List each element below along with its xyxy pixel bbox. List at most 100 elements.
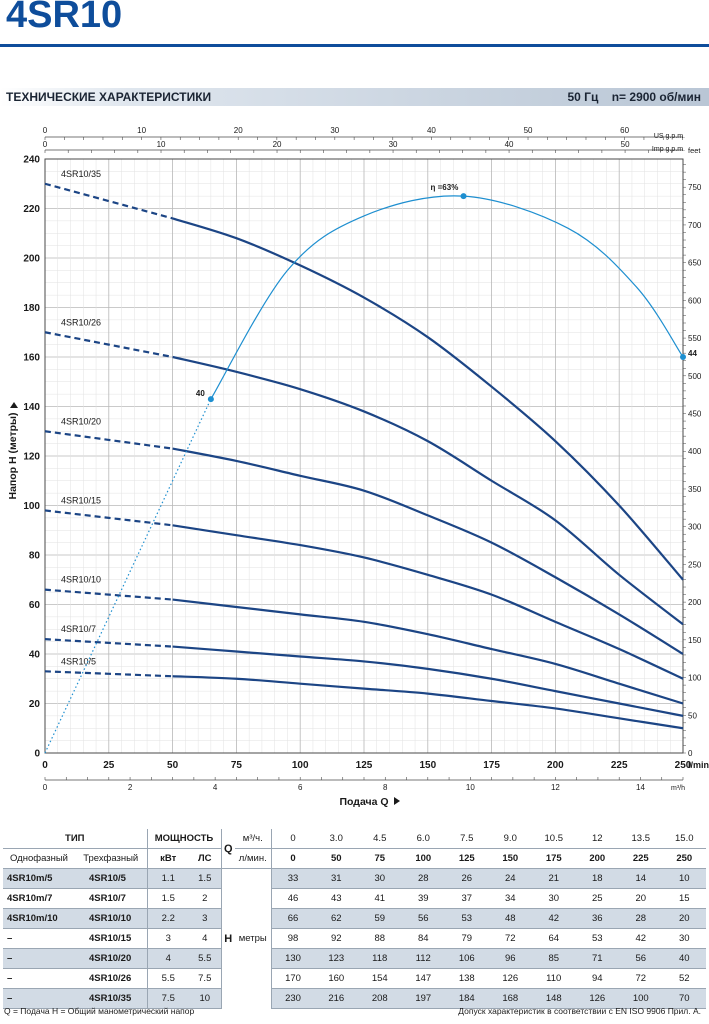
curve-dashed-segment — [44, 430, 173, 450]
x-tick-label: 250 — [675, 760, 692, 771]
head-value: 94 — [575, 968, 619, 989]
right-tick-label: 150 — [688, 636, 702, 645]
h-unit: метры — [235, 928, 272, 949]
curve-label: 4SR10/15 — [61, 495, 101, 505]
power-hp: 4 — [189, 928, 222, 949]
q-unit-lmin: л/мин. — [235, 848, 272, 869]
right-tick-label: 450 — [688, 410, 702, 419]
head-value: 28 — [401, 868, 445, 889]
spec-frequency: 50 Гц — [567, 90, 599, 104]
type-header: ТИП — [3, 829, 148, 849]
y-tick-label: 80 — [29, 551, 41, 562]
h-spacer — [221, 889, 235, 909]
top1-tick-label: 10 — [137, 126, 146, 135]
x-axis-arrow — [394, 797, 400, 805]
head-value: 40 — [662, 948, 706, 969]
x-tick-label: 125 — [356, 760, 373, 771]
curve-line — [172, 217, 684, 581]
head-value: 31 — [314, 868, 358, 889]
three-phase-header: Трехфазный — [75, 848, 148, 869]
head-value: 42 — [619, 928, 663, 949]
curve-dashed-segment — [44, 670, 173, 678]
table-row: 4SR10m/7 4SR10/7 1.5 2 46 43 41 39 37 34 30 25 20 15 — [3, 888, 706, 909]
top2-tick-label: 0 — [43, 140, 48, 149]
head-value: 43 — [314, 888, 358, 909]
head-value: 92 — [314, 928, 358, 949]
head-value: 25 — [575, 888, 619, 909]
head-value: 20 — [662, 908, 706, 929]
y-axis-arrow — [10, 402, 18, 408]
three-phase-model: 4SR10/10 — [75, 908, 148, 929]
flow-m3h-header: 7.5 — [445, 829, 489, 849]
curve-line — [172, 675, 684, 730]
x2-unit-label: m³/h — [671, 785, 685, 792]
right-tick-label: 250 — [688, 560, 702, 569]
flow-m3h-header: 4.5 — [358, 829, 402, 849]
three-phase-model: 4SR10/26 — [75, 968, 148, 989]
y-tick-label: 40 — [29, 650, 41, 661]
head-value: 88 — [358, 928, 402, 949]
curve-label: 4SR10/7 — [61, 624, 96, 634]
head-value: 62 — [314, 908, 358, 929]
table-row: –4SR10/20 4 5.5 130 123 118 112 106 96 85 71 56 40 — [3, 948, 706, 969]
curve-line — [172, 524, 684, 680]
power-kw: 1.1 — [147, 868, 189, 889]
head-value: 72 — [619, 968, 663, 989]
head-value: 21 — [532, 868, 576, 889]
top2-tick-label: 30 — [389, 140, 398, 149]
head-value: 230 — [271, 988, 315, 1009]
three-phase-model: 4SR10/15 — [75, 928, 148, 949]
h-spacer — [235, 868, 272, 889]
top1-tick-label: 30 — [330, 126, 339, 135]
right-tick-label: 300 — [688, 523, 702, 532]
right-tick-label: 350 — [688, 485, 702, 494]
top2-unit-label: Imp g.p.m. — [652, 146, 685, 153]
x2-tick-label: 14 — [636, 783, 645, 792]
flow-lmin-header: 225 — [619, 848, 663, 869]
flow-m3h-header: 12 — [575, 829, 619, 849]
curve-label: 4SR10/26 — [61, 317, 101, 327]
top1-tick-label: 60 — [620, 126, 629, 135]
head-value: 33 — [271, 868, 315, 889]
curve-label: 4SR10/10 — [61, 575, 101, 585]
spec-bar: ТЕХНИЧЕСКИЕ ХАРАКТЕРИСТИКИ 50 Гц n= 2900… — [0, 88, 709, 106]
x-tick-label: 0 — [42, 760, 48, 771]
power-kw: 2.2 — [147, 908, 189, 929]
table-row: 4SR10m/5 4SR10/5 1.1 1.5 33 31 30 28 26 24 21 18 14 1… — [3, 868, 706, 889]
head-value: 71 — [575, 948, 619, 969]
y-tick-label: 100 — [23, 501, 40, 512]
curve-line — [172, 447, 684, 655]
right-tick-label: 550 — [688, 334, 702, 343]
head-value: 126 — [488, 968, 532, 989]
head-value: 98 — [271, 928, 315, 949]
x2-tick-label: 0 — [43, 783, 48, 792]
efficiency-curve — [210, 195, 684, 400]
efficiency-marker — [207, 396, 214, 403]
h-spacer — [221, 909, 235, 929]
power-kw: 4 — [147, 948, 189, 969]
efficiency-marker — [680, 354, 686, 360]
flow-lmin-header: 0 — [271, 848, 315, 869]
head-value: 79 — [445, 928, 489, 949]
flow-m3h-header: 9.0 — [488, 829, 532, 849]
flow-lmin-header: 75 — [358, 848, 402, 869]
y-tick-label: 180 — [23, 303, 40, 314]
top2-tick-label: 20 — [273, 140, 282, 149]
table-row: –4SR10/26 5.5 7.5 170 160 154 147 138 126 110 94 72… — [3, 968, 706, 989]
curve-dashed-segment — [44, 331, 173, 359]
single-phase-model: – — [3, 988, 75, 1009]
q-letter: Q — [221, 829, 235, 869]
three-phase-model: 4SR10/35 — [75, 988, 148, 1009]
head-value: 18 — [575, 868, 619, 889]
y-tick-label: 140 — [23, 402, 40, 413]
head-value: 123 — [314, 948, 358, 969]
flow-m3h-header: 0 — [271, 829, 315, 849]
head-value: 30 — [662, 928, 706, 949]
table-row: –4SR10/35 7.5 10 230 216 208 197 184 168 148 126 10… — [3, 988, 706, 1009]
head-value: 106 — [445, 948, 489, 969]
flow-lmin-header: 50 — [314, 848, 358, 869]
head-value: 154 — [358, 968, 402, 989]
head-value: 208 — [358, 988, 402, 1009]
